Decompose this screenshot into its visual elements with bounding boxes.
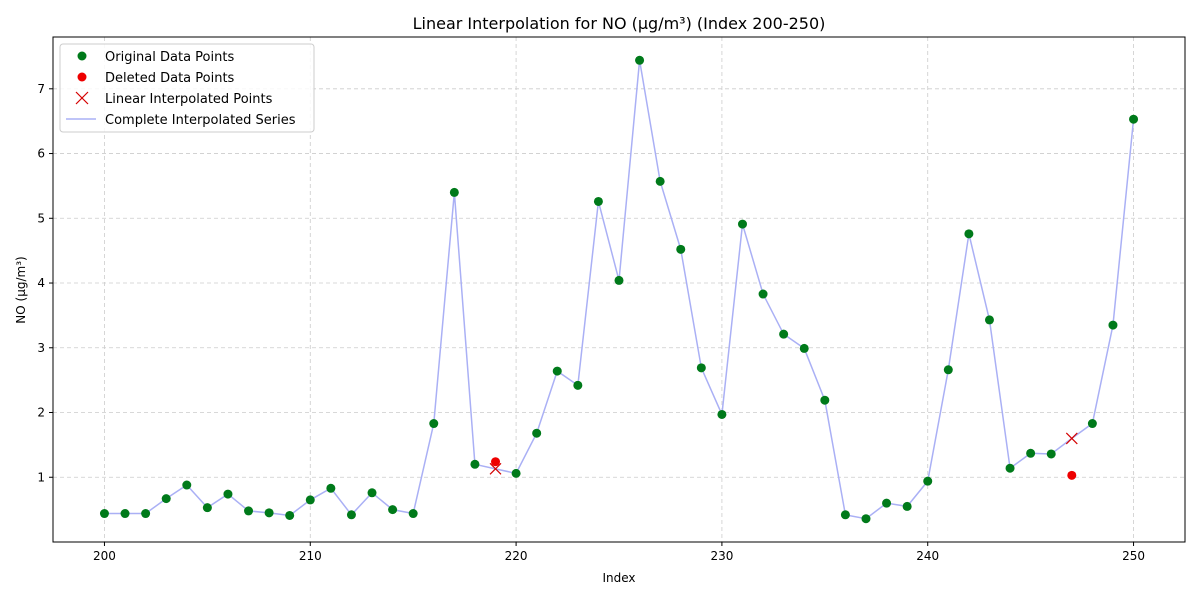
original-data-point: [964, 229, 974, 239]
original-data-point: [902, 501, 912, 511]
original-data-point: [346, 510, 356, 520]
x-tick-label: 200: [93, 549, 116, 563]
interpolated-point: [1065, 432, 1078, 445]
original-data-point: [799, 343, 809, 353]
y-tick-label: 7: [37, 82, 45, 96]
original-data-point: [470, 459, 480, 469]
original-data-point: [779, 329, 789, 339]
original-data-point: [655, 176, 665, 186]
original-data-point: [1129, 114, 1139, 124]
y-axis-label: NO (μg/m³): [14, 256, 28, 323]
y-tick-label: 5: [37, 211, 45, 225]
x-tick-label: 210: [299, 549, 322, 563]
original-data-point: [264, 508, 274, 518]
y-tick-label: 2: [37, 406, 45, 420]
legend-label-original: Original Data Points: [105, 50, 234, 65]
original-data-point: [388, 505, 398, 515]
original-data-point: [923, 476, 933, 486]
original-data-point: [1026, 448, 1036, 458]
deleted-data-point: [491, 457, 501, 467]
original-data-point: [223, 489, 233, 499]
legend-box: [59, 43, 315, 133]
original-data-point: [202, 503, 212, 513]
legend-label-series-line: Complete Interpolated Series: [105, 113, 296, 128]
chart-title: Linear Interpolation for NO (μg/m³) (Ind…: [413, 14, 826, 33]
y-tick-label: 3: [37, 341, 45, 355]
original-data-point: [99, 509, 109, 519]
interpolated-point: [489, 462, 502, 475]
original-data-point: [758, 289, 768, 299]
original-data-point: [882, 498, 892, 508]
original-data-point: [367, 488, 377, 498]
original-data-point: [120, 509, 130, 519]
axis-ticks: 200 210 220 230 240 250 1 2 3 4 5 6 7: [37, 82, 1145, 563]
original-data-point: [573, 380, 583, 390]
original-data-point: [717, 409, 727, 419]
interpolated-point-stroke: [489, 462, 502, 475]
original-data-point: [676, 244, 686, 254]
original-data-point: [614, 275, 624, 285]
x-tick-label: 250: [1122, 549, 1145, 563]
original-data-point: [285, 510, 295, 520]
original-data-point: [141, 509, 151, 519]
y-tick-label: 6: [37, 147, 45, 161]
legend-label-deleted: Deleted Data Points: [105, 71, 235, 86]
legend-marker-original: [77, 51, 87, 61]
original-data-point: [449, 187, 459, 197]
x-tick-label: 230: [710, 549, 733, 563]
original-data-point: [326, 483, 336, 493]
original-data-point: [1108, 320, 1118, 330]
original-data-point: [429, 419, 439, 429]
deleted-data-point: [1067, 470, 1077, 480]
x-tick-label: 240: [916, 549, 939, 563]
original-data-point: [737, 219, 747, 229]
legend-marker-interpolated: [75, 91, 89, 105]
original-data-point: [635, 55, 645, 65]
x-axis-label: Index: [602, 571, 635, 585]
original-data-point: [305, 495, 315, 505]
original-data-point: [532, 428, 542, 438]
original-data-point: [1087, 419, 1097, 429]
x-tick-label: 220: [505, 549, 528, 563]
original-data-point: [820, 395, 830, 405]
original-data-point: [182, 480, 192, 490]
interpolated-point-stroke: [1065, 432, 1078, 445]
original-data-point: [943, 365, 953, 375]
legend-label-interpolated: Linear Interpolated Points: [105, 92, 273, 107]
original-data-point: [408, 509, 418, 519]
legend: Original Data Points Deleted Data Points…: [59, 43, 315, 133]
original-data-point: [244, 506, 254, 516]
data-points: [99, 55, 1139, 524]
original-data-point: [861, 514, 871, 524]
original-data-point: [511, 468, 521, 478]
original-data-point: [593, 196, 603, 206]
legend-marker-deleted: [77, 72, 87, 82]
original-data-point: [840, 510, 850, 520]
original-data-point: [552, 366, 562, 376]
y-tick-label: 1: [37, 470, 45, 484]
original-data-point: [1046, 449, 1056, 459]
plot-frame: [52, 36, 1186, 543]
original-data-point: [161, 494, 171, 504]
y-tick-label: 4: [37, 276, 45, 290]
original-data-point: [984, 315, 994, 325]
original-data-point: [1005, 463, 1015, 473]
original-data-point: [696, 363, 706, 373]
